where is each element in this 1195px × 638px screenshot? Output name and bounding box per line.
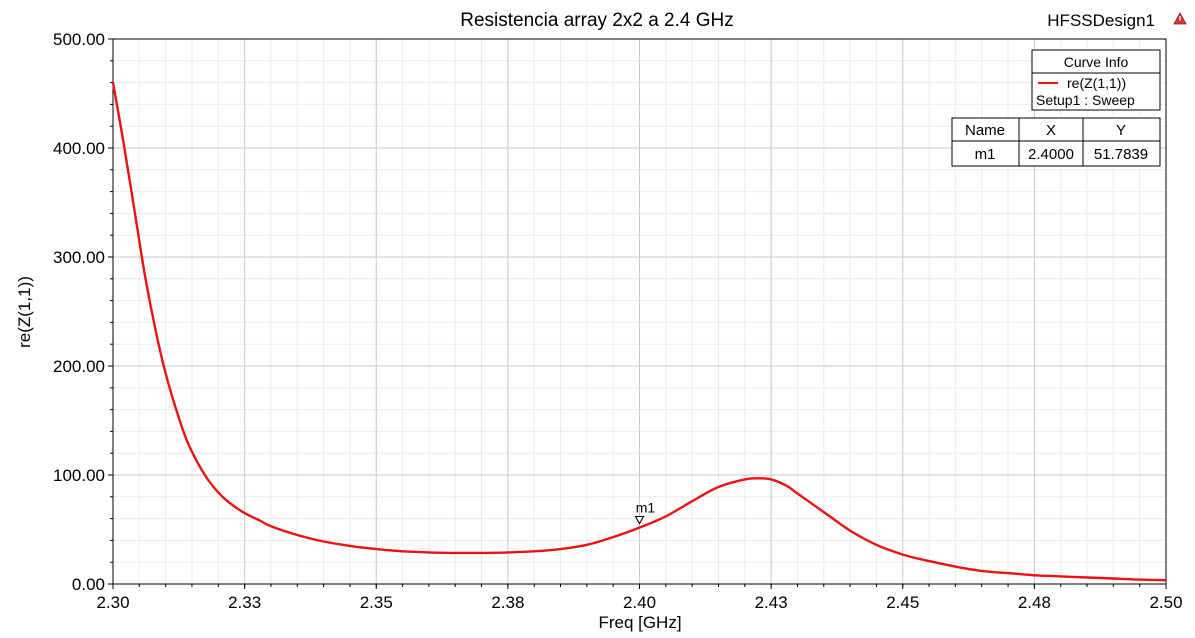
axes: 2.30 2.33 2.35 2.38 2.40 2.43 2.45 2.48 2.50 0.00… [53,30,1183,612]
y-tick-label: 0.00 [72,575,105,594]
legend-series-subtitle: Setup1 : Sweep [1036,92,1135,108]
x-tick-label: 2.38 [491,593,524,612]
y-tick-label: 400.00 [53,139,105,158]
x-tick-label: 2.33 [228,593,261,612]
x-tick-label: 2.48 [1018,593,1051,612]
x-axis-label: Freq [GHz] [598,613,681,632]
marker-m1-label: m1 [636,500,656,516]
x-tick-label: 2.30 [96,593,129,612]
marker-table-cell-x: 2.4000 [1028,146,1074,163]
chart-title: Resistencia array 2x2 a 2.4 GHz [460,10,734,31]
marker-table-cell-y: 51.7839 [1094,146,1148,163]
marker-table[interactable]: Name X Y m1 2.4000 51.7839 [951,117,1161,167]
marker-table-header-x: X [1046,122,1056,139]
grid [112,38,1167,585]
x-tick-label: 2.45 [886,593,919,612]
marker-table-header-name: Name [965,122,1005,139]
marker-m1-icon[interactable] [634,516,645,525]
y-tick-label: 200.00 [53,357,105,376]
series-line-0[interactable] [111,82,1167,582]
x-tick-label: 2.40 [623,593,656,612]
plot-frame [112,38,1167,585]
marker-table-header-y: Y [1116,122,1126,139]
x-tick-label: 2.35 [360,593,393,612]
marker-table-cell-name: m1 [975,146,996,163]
x-tick-label: 2.50 [1149,593,1182,612]
y-tick-label: 500.00 [53,30,105,49]
design-name: HFSSDesign1 [1047,11,1155,30]
x-tick-label: 2.43 [755,593,788,612]
legend-series-name: re(Z(1,1)) [1067,75,1126,91]
y-axis-label: re(Z(1,1)) [15,276,34,348]
curve-info-legend[interactable]: Curve Info re(Z(1,1)) Setup1 : Sweep [1031,49,1161,111]
y-tick-label: 100.00 [53,466,105,485]
series-layer [111,82,1167,582]
marker-layer: m1 [634,500,656,525]
warning-triangle-icon [1173,12,1187,25]
legend-title: Curve Info [1064,54,1129,70]
y-tick-label: 300.00 [53,248,105,267]
